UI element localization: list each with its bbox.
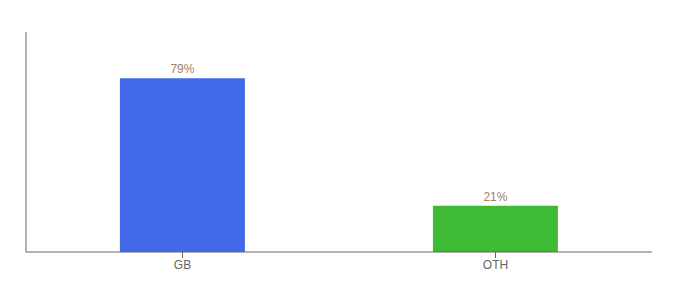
svg-text:79%: 79% <box>170 62 194 76</box>
svg-text:OTH: OTH <box>483 258 508 272</box>
svg-text:GB: GB <box>174 258 191 272</box>
svg-text:21%: 21% <box>483 190 507 204</box>
